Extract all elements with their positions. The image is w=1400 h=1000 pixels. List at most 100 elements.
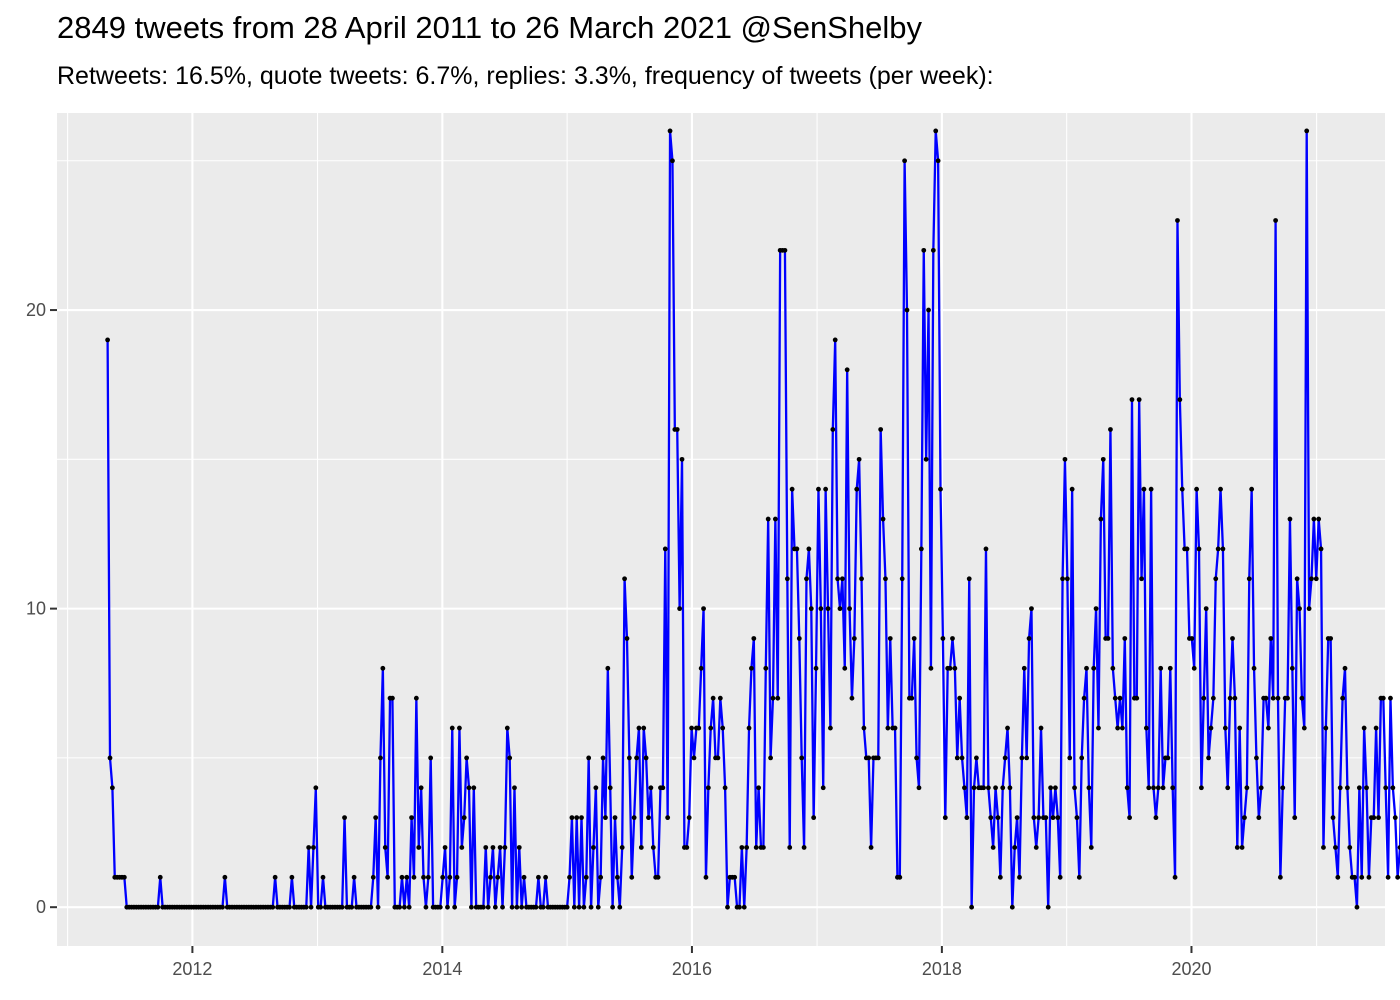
- plot-panel: [57, 113, 1385, 946]
- data-point: [825, 606, 831, 612]
- data-point: [380, 665, 386, 671]
- data-point: [1175, 218, 1180, 223]
- data-point: [464, 755, 470, 761]
- data-point: [1337, 785, 1343, 791]
- data-point: [373, 815, 379, 821]
- data-point: [887, 636, 893, 641]
- data-point: [856, 456, 862, 462]
- data-point: [1143, 725, 1149, 731]
- data-point: [1081, 695, 1087, 701]
- data-point: [1277, 874, 1283, 880]
- data-point: [1019, 755, 1025, 761]
- data-point: [741, 904, 747, 910]
- data-point: [220, 904, 225, 910]
- data-point: [105, 337, 110, 343]
- data-point: [593, 785, 599, 791]
- data-point: [445, 904, 450, 910]
- data-point: [878, 427, 884, 432]
- data-point: [703, 874, 709, 880]
- data-point: [1285, 695, 1290, 701]
- data-point: [1064, 576, 1070, 582]
- data-point: [646, 815, 651, 821]
- data-point: [904, 307, 910, 313]
- axes: 2012 2014 2016 2018 2020 0 10 20: [26, 300, 1212, 979]
- data-point: [990, 845, 996, 850]
- data-point: [1048, 785, 1054, 791]
- data-point: [411, 874, 417, 880]
- data-point: [488, 874, 493, 880]
- data-point: [1009, 904, 1015, 910]
- data-point: [1323, 725, 1329, 731]
- data-point: [1256, 815, 1262, 821]
- data-point: [370, 874, 376, 880]
- data-point: [289, 874, 295, 880]
- data-point: [689, 725, 694, 731]
- data-point: [1230, 636, 1235, 641]
- data-point: [1050, 815, 1056, 821]
- data-point: [1091, 665, 1097, 671]
- data-point: [1333, 845, 1338, 850]
- data-point: [1289, 665, 1295, 671]
- data-point: [416, 845, 422, 850]
- data-point: [1179, 486, 1185, 492]
- data-point: [1304, 128, 1310, 134]
- data-point: [1076, 874, 1082, 880]
- data-point: [1352, 874, 1357, 880]
- data-point: [720, 725, 726, 731]
- data-point: [622, 576, 627, 582]
- data-point: [911, 636, 917, 641]
- data-point: [313, 785, 319, 791]
- data-point: [902, 158, 908, 164]
- data-point: [1335, 874, 1341, 880]
- data-point: [684, 845, 690, 850]
- data-point: [502, 845, 508, 850]
- data-point: [507, 755, 513, 761]
- data-point: [1251, 665, 1257, 671]
- data-point: [665, 815, 671, 821]
- data-point: [540, 904, 546, 910]
- data-point: [799, 755, 805, 761]
- data-point: [1031, 815, 1037, 821]
- data-point: [1340, 695, 1345, 701]
- data-point: [959, 755, 965, 761]
- data-point: [1347, 845, 1353, 850]
- data-point: [581, 904, 587, 910]
- data-point: [272, 874, 278, 880]
- data-point: [1380, 695, 1386, 701]
- data-point: [390, 695, 395, 701]
- data-point: [607, 785, 613, 791]
- data-point: [710, 695, 716, 701]
- data-point: [512, 785, 517, 791]
- data-point: [579, 815, 584, 821]
- data-point: [1222, 725, 1228, 731]
- data-point: [406, 904, 412, 910]
- data-point: [1122, 636, 1128, 641]
- data-point: [1218, 486, 1223, 492]
- data-point: [1344, 785, 1350, 791]
- data-point: [157, 874, 163, 880]
- y-tick-label: 0: [36, 897, 46, 917]
- data-point: [533, 904, 539, 910]
- data-point: [421, 874, 426, 880]
- data-point: [1318, 546, 1324, 552]
- chart-title: 2849 tweets from 28 April 2011 to 26 Mar…: [57, 10, 922, 45]
- data-point: [629, 874, 635, 880]
- data-point: [583, 874, 589, 880]
- data-point: [574, 815, 580, 821]
- data-point: [811, 815, 817, 821]
- data-point: [605, 665, 611, 671]
- data-point: [715, 755, 721, 761]
- data-point: [854, 486, 860, 492]
- data-point: [1160, 785, 1166, 791]
- data-point: [1167, 665, 1173, 671]
- data-point: [775, 695, 781, 701]
- data-point: [504, 725, 510, 731]
- data-point: [1069, 486, 1075, 492]
- data-point: [397, 904, 402, 910]
- data-point: [521, 874, 527, 880]
- data-point: [940, 636, 946, 641]
- data-point: [1254, 755, 1259, 761]
- data-point: [1227, 695, 1233, 701]
- data-point: [1390, 785, 1396, 791]
- data-point: [492, 904, 498, 910]
